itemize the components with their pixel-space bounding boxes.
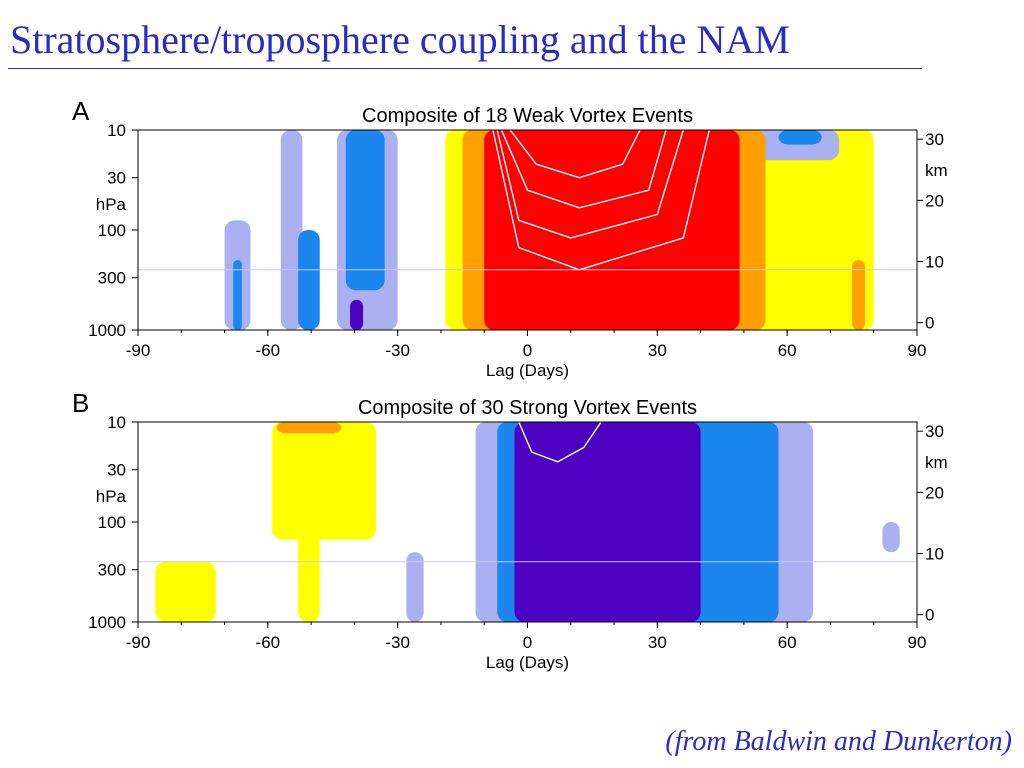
contour-line bbox=[509, 130, 641, 179]
y2-tick-label: 10 bbox=[925, 252, 944, 271]
x-tick-label: -90 bbox=[126, 633, 151, 652]
x-axis-label: Lag (Days) bbox=[486, 653, 569, 672]
anomaly-region-level--2 bbox=[233, 260, 242, 330]
x-tick-label: 90 bbox=[908, 633, 927, 652]
x-tick-label: -60 bbox=[256, 633, 281, 652]
anomaly-region-level-1 bbox=[272, 422, 377, 540]
x-tick-label: 60 bbox=[778, 633, 797, 652]
y2-tick-label: 20 bbox=[925, 483, 944, 502]
anomaly-region-level--2 bbox=[778, 130, 822, 145]
y-tick-label: 1000 bbox=[88, 321, 126, 340]
anomaly-region-level-1 bbox=[155, 561, 216, 622]
y2-tick-label: 0 bbox=[925, 314, 934, 333]
x-tick-label: 30 bbox=[648, 341, 667, 360]
y-tick-label: 300 bbox=[98, 561, 126, 580]
anomaly-region-level--2 bbox=[345, 130, 385, 291]
contour-field bbox=[224, 130, 874, 330]
slide-title: Stratosphere/troposphere coupling and th… bbox=[10, 17, 790, 62]
y-tick-label: 10 bbox=[107, 413, 126, 432]
x-tick-label: 60 bbox=[778, 341, 797, 360]
y2-tick-label: 30 bbox=[925, 130, 944, 149]
y2-tick-label: 0 bbox=[925, 606, 934, 625]
y2-axis-label: km bbox=[925, 161, 948, 180]
y-tick-label: 1000 bbox=[88, 613, 126, 632]
x-tick-label: 90 bbox=[908, 341, 927, 360]
title-underline bbox=[8, 68, 922, 69]
y-axis-label: hPa bbox=[96, 487, 127, 506]
x-tick-label: 30 bbox=[648, 633, 667, 652]
anomaly-region-level--3 bbox=[514, 422, 701, 622]
panel-b: -90 -60 -30 0 30 60 9010301003001000hPa3020100… bbox=[72, 388, 948, 672]
citation: (from Baldwin and Dunkerton) bbox=[665, 726, 1012, 757]
x-tick-label: -30 bbox=[385, 341, 410, 360]
y-tick-label: 10 bbox=[107, 121, 126, 140]
y-tick-label: 30 bbox=[107, 169, 126, 188]
anomaly-region-level--2 bbox=[298, 230, 320, 330]
x-tick-label: 0 bbox=[523, 633, 532, 652]
y2-tick-label: 30 bbox=[925, 422, 944, 441]
y-tick-label: 30 bbox=[107, 461, 126, 480]
y-tick-label: 100 bbox=[98, 513, 126, 532]
anomaly-region-level--1 bbox=[882, 522, 900, 553]
contour-line bbox=[518, 422, 602, 463]
anomaly-region-level-2 bbox=[276, 422, 342, 434]
y2-tick-label: 20 bbox=[925, 191, 944, 210]
chart-title: Composite of 18 Weak Vortex Events bbox=[362, 105, 693, 127]
y-tick-label: 300 bbox=[98, 269, 126, 288]
anomaly-region-level--3 bbox=[350, 299, 364, 330]
x-tick-label: -90 bbox=[126, 341, 151, 360]
y-tick-label: 100 bbox=[98, 221, 126, 240]
y-axis-label: hPa bbox=[96, 195, 127, 214]
panel-a: -90 -60 -30 0 30 60 9010301003001000hPa3020100… bbox=[72, 96, 948, 380]
x-tick-label: 0 bbox=[523, 341, 532, 360]
x-tick-label: -60 bbox=[256, 341, 281, 360]
anomaly-region-level--1 bbox=[280, 130, 303, 330]
chart-title: Composite of 30 Strong Vortex Events bbox=[358, 397, 697, 419]
panel-label: B bbox=[72, 388, 89, 418]
anomaly-region-level-3 bbox=[484, 130, 740, 330]
anomaly-region-level-1 bbox=[298, 422, 320, 622]
panel-label: A bbox=[72, 96, 90, 126]
x-axis-label: Lag (Days) bbox=[486, 361, 569, 380]
y2-tick-label: 10 bbox=[925, 544, 944, 563]
y2-axis-label: km bbox=[925, 453, 948, 472]
x-tick-label: -30 bbox=[385, 633, 410, 652]
anomaly-region-level-2 bbox=[852, 260, 866, 330]
contour-line bbox=[496, 130, 684, 239]
contour-line bbox=[500, 130, 667, 209]
anomaly-region-level--1 bbox=[406, 552, 424, 622]
contour-field bbox=[155, 422, 900, 622]
